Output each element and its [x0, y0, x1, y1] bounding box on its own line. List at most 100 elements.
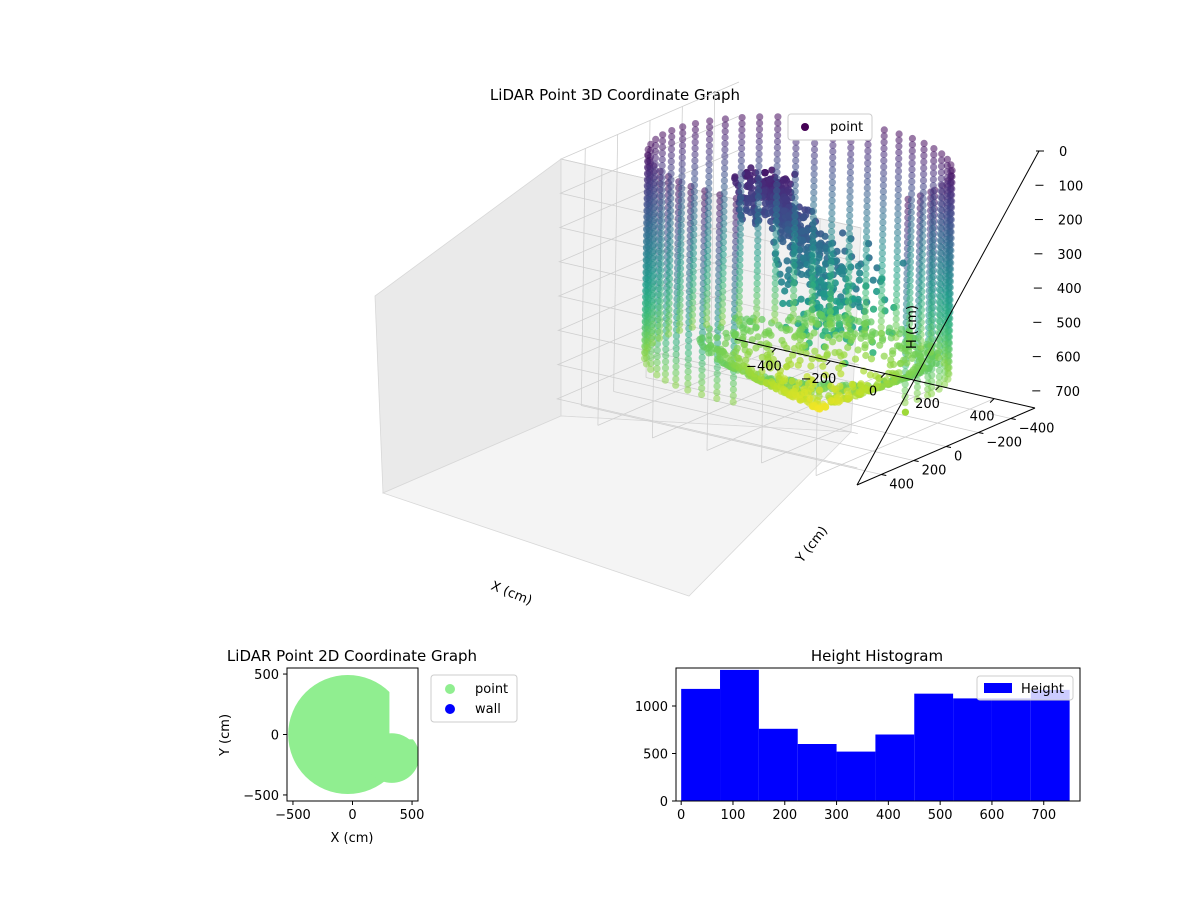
point-3d [893, 235, 902, 243]
point-3d [780, 177, 788, 185]
point-3d [894, 229, 902, 237]
point-3d [747, 366, 756, 374]
x-tick-3d-2 [880, 373, 886, 378]
point-3d [672, 381, 680, 389]
point-3d [713, 370, 721, 378]
point-3d [668, 133, 676, 141]
point-3d [719, 232, 728, 240]
point-3d [748, 336, 756, 344]
point-3d [867, 355, 876, 363]
point-3d [936, 286, 944, 294]
point-3d [754, 242, 762, 250]
point-3d [861, 326, 869, 334]
point-3d [887, 356, 895, 364]
point-3d [869, 349, 877, 357]
z-axis-line-3d [856, 150, 1040, 486]
point-3d [659, 131, 667, 139]
point-3d [918, 281, 926, 289]
point-3d [791, 194, 799, 202]
point-3d [894, 216, 902, 224]
point-3d [651, 197, 659, 205]
point-3d [942, 223, 950, 231]
point-3d [650, 234, 658, 242]
point-3d [684, 380, 692, 388]
point-3d [667, 201, 675, 209]
point-3d [691, 175, 699, 183]
point-3d [846, 175, 854, 183]
point-3d [827, 234, 836, 242]
point-3d [677, 203, 686, 211]
point-3d [877, 317, 885, 325]
point-3d [851, 355, 860, 363]
point-3d [828, 191, 836, 199]
histogram-bar-2 [758, 728, 798, 801]
point-3d [844, 323, 852, 331]
point-3d [650, 265, 658, 273]
point-3d [826, 295, 835, 304]
point-3d [690, 187, 699, 196]
point-3d [927, 317, 935, 325]
point-3d [772, 361, 780, 369]
point-3d [943, 199, 951, 207]
point-3d [705, 154, 713, 162]
point-3d [894, 210, 902, 218]
point-3d [729, 386, 738, 394]
legend-2d-wall-marker [445, 704, 455, 714]
point-3d [862, 276, 870, 284]
point-3d [880, 144, 888, 152]
point-3d [662, 345, 670, 353]
point-3d [719, 244, 727, 253]
point-3d [649, 308, 657, 316]
point-3d [765, 341, 773, 349]
point-3d [880, 126, 888, 134]
point-3d [917, 324, 925, 332]
point-3d [940, 353, 948, 361]
point-3d [713, 382, 721, 390]
point-3d [773, 144, 782, 152]
point-3d [655, 334, 664, 342]
point-3d [847, 150, 855, 158]
point-3d [907, 221, 915, 229]
point-3d [935, 304, 943, 312]
point-3d [772, 211, 780, 220]
point-3d [847, 156, 855, 164]
point-3d [736, 268, 744, 276]
point-3d [844, 298, 853, 306]
point-3d [928, 237, 937, 245]
histogram-bar-3 [797, 744, 837, 801]
point-3d [773, 162, 781, 170]
point-3d [936, 236, 945, 244]
legend-histogram: Height [976, 675, 1074, 701]
histogram-bar-0 [681, 688, 721, 801]
point-3d [755, 150, 763, 158]
point-3d [845, 261, 853, 269]
histogram-bars [681, 669, 1070, 801]
point-3d [704, 216, 712, 224]
point-3d [704, 234, 712, 242]
point-3d [721, 146, 729, 154]
point-3d [738, 120, 746, 128]
points-2d [288, 668, 418, 795]
point-3d [666, 244, 674, 252]
point-3d [899, 259, 907, 267]
x-tick-label-2d-0: −500 [275, 808, 311, 823]
y-tick-label-2d-2: 500 [254, 668, 279, 683]
point-3d [880, 150, 888, 159]
point-3d [893, 247, 901, 255]
point-3d [828, 166, 837, 174]
point-3d [772, 255, 780, 263]
point-3d [937, 175, 945, 183]
legend-3d-frame [787, 113, 873, 141]
point-3d [856, 269, 864, 277]
point-3d [864, 153, 872, 161]
point-3d [862, 289, 870, 297]
point-3d [845, 273, 853, 281]
point-3d [677, 252, 685, 260]
z-tick-label-3d-1: 100 [1058, 179, 1083, 194]
point-3d [928, 243, 937, 251]
point-3d [688, 311, 697, 319]
point-3d [928, 262, 936, 270]
point-3d [863, 196, 871, 204]
legend-3d: point [787, 113, 873, 141]
point-3d [808, 293, 816, 302]
